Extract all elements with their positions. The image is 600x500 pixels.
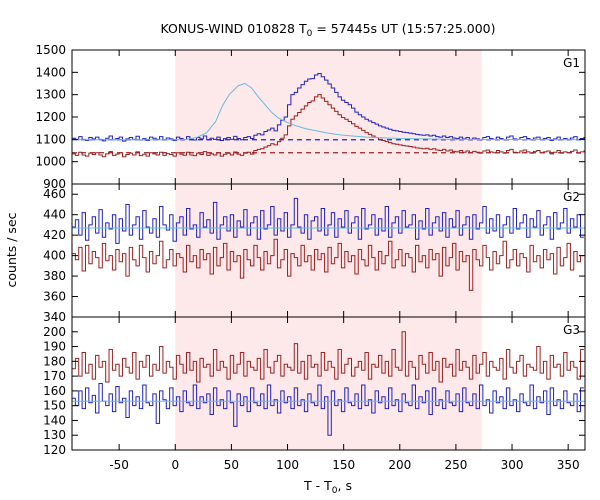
histogram-red-g3 [72, 331, 584, 383]
panel-label-g1: G1 [563, 56, 580, 70]
y-tick-label: 200 [43, 325, 66, 339]
y-tick-label: 380 [43, 269, 66, 283]
y-tick-label: 1000 [35, 155, 66, 169]
x-tick-label: 150 [332, 458, 355, 472]
burst-interval-highlight [175, 50, 482, 184]
y-tick-label: 1500 [35, 43, 66, 57]
y-axis-label: counts / sec [4, 212, 19, 287]
x-tick-label: 250 [444, 458, 467, 472]
y-tick-label: 440 [43, 208, 66, 222]
panel-label-g2: G2 [563, 190, 580, 204]
y-tick-label: 340 [43, 310, 66, 324]
y-tick-label: 360 [43, 290, 66, 304]
x-axis-label: T - T0, s [303, 478, 352, 496]
y-tick-label: 1300 [35, 88, 66, 102]
y-tick-label: 1200 [35, 110, 66, 124]
x-tick-label: 300 [501, 458, 524, 472]
y-tick-label: 130 [43, 428, 66, 442]
histogram-red-g2 [72, 238, 584, 291]
x-tick-labels: -50 0 50 100 150 200 250 300 350 [109, 458, 579, 472]
histogram-blue-g3 [72, 383, 584, 436]
y-tick-label: 400 [43, 249, 66, 263]
y-tick-label: 150 [43, 399, 66, 413]
histogram-blue-g1 [72, 72, 585, 142]
panel-label-g3: G3 [563, 323, 580, 337]
x-tick-label: 100 [276, 458, 299, 472]
x-tick-label: -50 [109, 458, 129, 472]
y-tick-label: 170 [43, 369, 66, 383]
y-tick-label: 1400 [35, 65, 66, 79]
y-tick-label: 420 [43, 228, 66, 242]
histogram-blue-g2 [72, 197, 584, 244]
x-tick-label: 50 [224, 458, 239, 472]
x-tick-label: 200 [388, 458, 411, 472]
histogram-red-g1 [72, 94, 585, 158]
y-tick-label: 1100 [35, 132, 66, 146]
burst-interval-highlight [175, 184, 482, 317]
panel-g1: 900 1000 1100 1200 1300 1400 1500 G1 [35, 43, 586, 191]
panel-frame [71, 316, 586, 451]
x-tick-label: 0 [171, 458, 179, 472]
y-tick-label: 190 [43, 340, 66, 354]
y-tick-label: 900 [43, 177, 66, 191]
y-tick-label: 140 [43, 413, 66, 427]
y-tick-label: 460 [43, 187, 66, 201]
chart-title: KONUS-WIND 010828 T0 = 57445s UT (15:57:… [160, 21, 495, 39]
panels-group: 900 1000 1100 1200 1300 1400 1500 G1 340 360 380 40… [35, 43, 586, 457]
y-tick-label: 120 [43, 443, 66, 457]
y-tick-label: 180 [43, 354, 66, 368]
burst-interval-highlight [175, 317, 482, 450]
panel-g2: 340 360 380 400 420 440 460 G2 [43, 183, 586, 324]
x-tick-label: 350 [557, 458, 580, 472]
y-tick-label: 160 [43, 384, 66, 398]
model-fit-g1 [72, 82, 585, 141]
